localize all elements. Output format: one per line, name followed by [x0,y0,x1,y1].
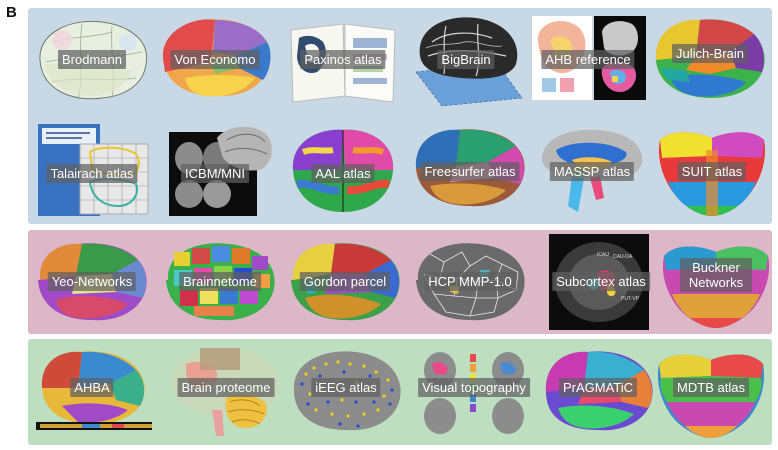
atlas-label: AAL atlas [311,164,375,183]
atlas-label: PrAGMATiC [558,378,638,397]
atlas-label: Subcortex atlas [552,272,650,291]
aal-atlas-tile[interactable]: AAL atlas [283,122,403,218]
icbm-mni-tile[interactable]: ICBM/MNI [155,120,275,216]
atlas-label: AHBA [70,378,114,397]
atlas-label: Visual topography [418,378,530,397]
atlas-label: ICBM/MNI [181,164,249,183]
gordon-parcel-tile[interactable]: Gordon parcel [285,234,405,330]
svg-text:CAU-DA: CAU-DA [613,254,633,260]
ieeg-atlas-tile[interactable]: iEEG atlas [286,344,406,440]
freesurfer-tile[interactable]: Freesurfer atlas [410,120,530,216]
yeo-networks-image [38,243,147,321]
atlas-label: iEEG atlas [311,378,381,397]
atlas-label: SUIT atlas [677,162,747,181]
atlas-label: Paxinos atlas [300,50,386,69]
hcp-mmp-tile[interactable]: HCP MMP-1.0 [410,234,530,330]
atlas-label: AHB reference [541,50,635,69]
atlas-label: Yeo-Networks [47,272,137,291]
pragmatic-tile[interactable]: PrAGMATiC [538,344,658,440]
buckner-networks-tile[interactable]: Buckner Networks [656,234,776,330]
atlas-label: Brain proteome [177,378,275,397]
brainnetome-tile[interactable]: Brainnetome [160,234,280,330]
atlas-label: Talairach atlas [46,164,138,183]
von-economo-tile[interactable]: Von Economo [155,12,275,108]
atlas-label: MDTB atlas [673,378,749,397]
brain-proteome-tile[interactable]: Brain proteome [166,344,286,440]
suit-atlas-tile[interactable]: SUIT atlas [652,120,772,216]
ahba-tile[interactable]: AHBA [32,344,152,440]
atlas-label: Julich-Brain [672,44,748,63]
anatomical-atlases-band [28,8,772,224]
atlas-label: Freesurfer atlas [420,162,520,181]
atlas-label: BigBrain [437,50,495,69]
brodmann-tile[interactable]: Brodmann [32,12,152,108]
svg-text:PUT-VP: PUT-VP [621,296,640,302]
subcortex-atlas-tile[interactable]: ICAU CAU-DA PUT-VP Subcortex atlas [541,234,661,330]
ahb-reference-tile[interactable]: AHB reference [528,12,648,108]
atlas-label: HCP MMP-1.0 [424,272,516,291]
yeo-networks-tile[interactable]: Yeo-Networks [32,234,152,330]
atlas-label: Gordon parcel [299,272,391,291]
visual-topography-tile[interactable]: Visual topography [414,344,534,440]
julich-brain-tile[interactable]: Julich-Brain [650,12,770,108]
massp-tile[interactable]: MASSP atlas [532,120,652,216]
bigbrain-tile[interactable]: BigBrain [406,12,526,108]
atlas-label: MASSP atlas [549,162,635,181]
atlas-label: Buckner Networks [680,258,752,292]
atlas-label: Brainnetome [179,272,261,291]
paxinos-tile[interactable]: Paxinos atlas [283,12,403,108]
panel-label: B [6,4,17,21]
mdtb-atlas-tile[interactable]: MDTB atlas [651,344,771,440]
atlas-label: Von Economo [170,50,260,69]
talairach-tile[interactable]: Talairach atlas [32,120,152,216]
atlas-label: Brodmann [58,50,126,69]
svg-text:ICAU: ICAU [597,252,609,258]
